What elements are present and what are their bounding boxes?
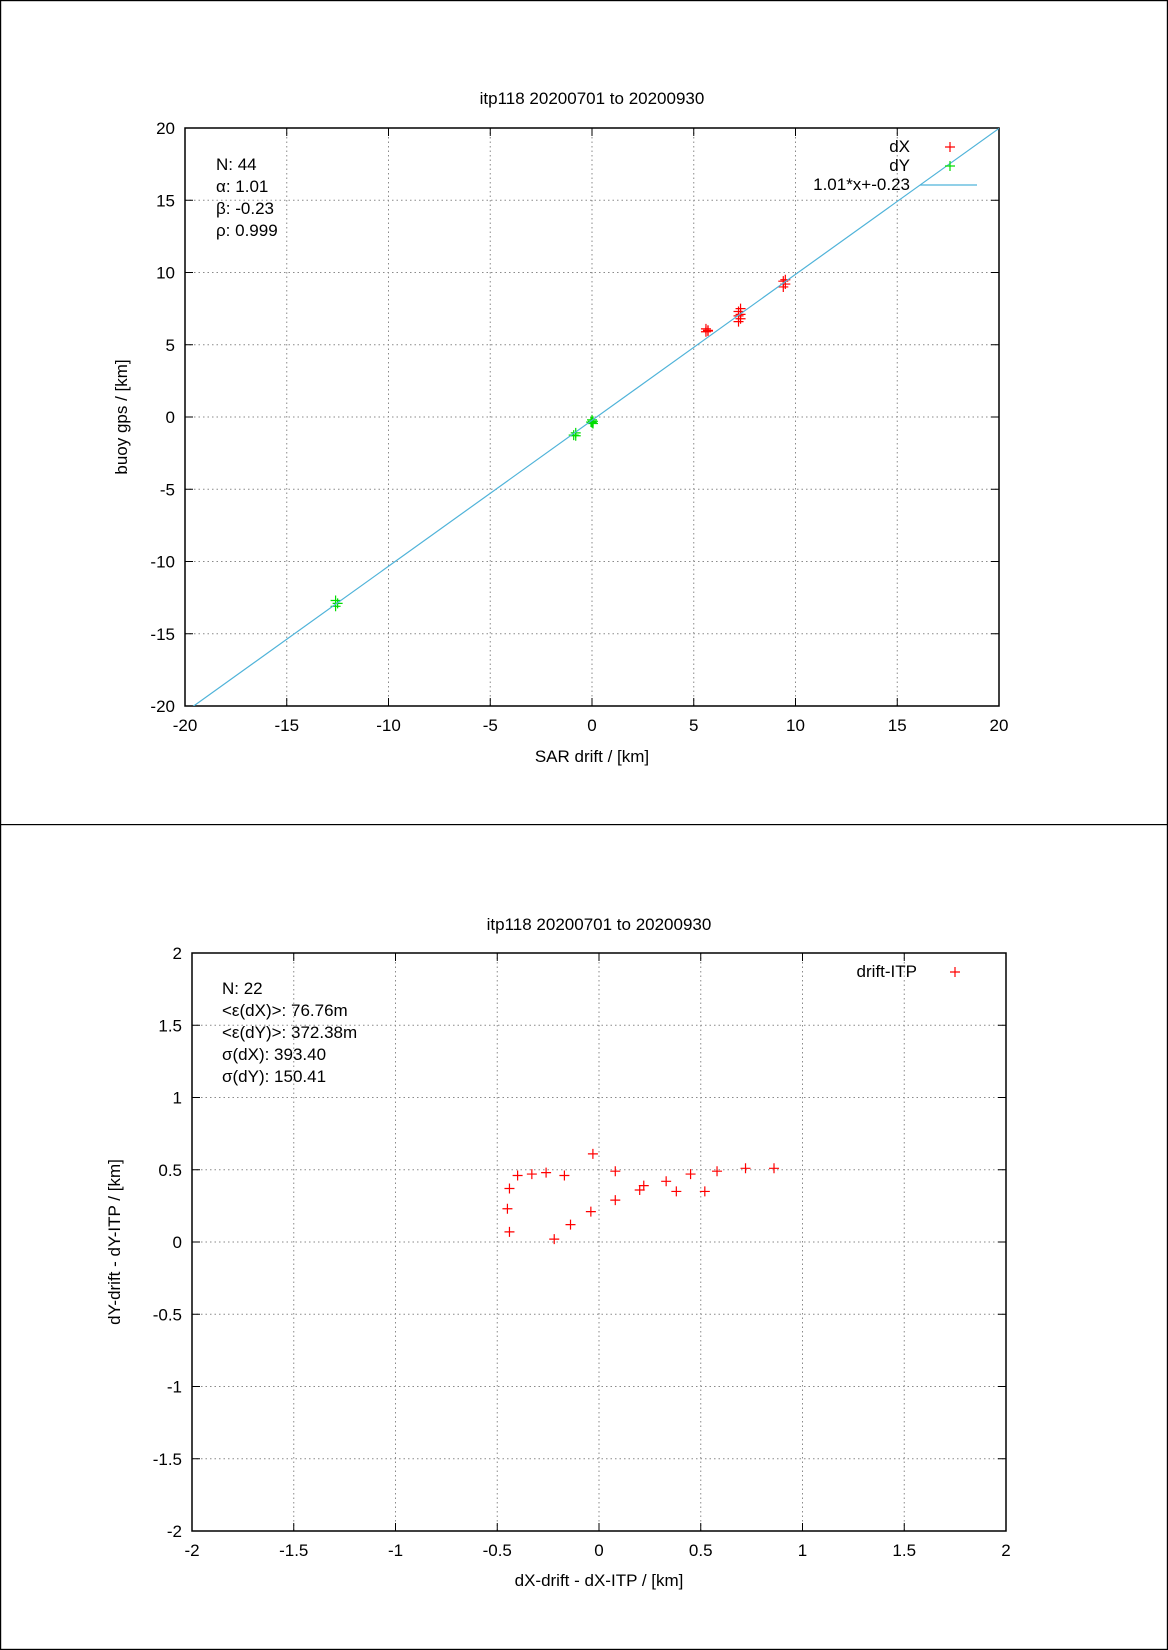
x-tick-label: -10	[376, 716, 401, 735]
y-tick-label: 1	[173, 1089, 182, 1108]
legend-label: dY	[889, 156, 910, 175]
y-tick-label: 5	[166, 336, 175, 355]
y-tick-label: -1.5	[153, 1450, 182, 1469]
data-point	[526, 1169, 537, 1180]
x-tick-label: 15	[888, 716, 907, 735]
data-point	[585, 417, 596, 428]
data-point	[585, 1206, 596, 1217]
data-point	[512, 1170, 523, 1181]
x-tick-label: -15	[274, 716, 299, 735]
legend-marker	[950, 967, 960, 977]
data-point	[702, 326, 713, 337]
data-point	[634, 1184, 645, 1195]
data-point	[610, 1195, 621, 1206]
x-axis-label: SAR drift / [km]	[535, 747, 649, 766]
legend-label: dX	[889, 137, 910, 156]
stat-line: σ(dY): 150.41	[222, 1067, 326, 1086]
y-tick-label: 20	[156, 119, 175, 138]
chart-title: itp118 20200701 to 20200930	[487, 915, 712, 934]
legend-label: drift-ITP	[857, 962, 917, 981]
x-tick-label: 0	[594, 1541, 603, 1560]
y-tick-label: 2	[173, 944, 182, 963]
stat-line: N: 22	[222, 979, 263, 998]
bottom-panel-border	[0, 823, 1168, 1650]
y-tick-label: -1	[167, 1378, 182, 1397]
legend-label: 1.01*x+-0.23	[813, 175, 910, 194]
plot-area	[192, 128, 999, 706]
x-tick-label: -5	[483, 716, 498, 735]
y-tick-label: -15	[150, 625, 175, 644]
y-tick-label: -10	[150, 553, 175, 572]
fit-line	[192, 128, 999, 706]
data-point	[740, 1163, 751, 1174]
x-tick-label: 10	[786, 716, 805, 735]
top-panel-border	[0, 0, 1168, 826]
data-point	[671, 1186, 682, 1197]
x-axis-label: dX-drift - dX-ITP / [km]	[515, 1571, 684, 1590]
chart-title: itp118 20200701 to 20200930	[480, 89, 705, 108]
x-tick-label: 2	[1001, 1541, 1010, 1560]
x-tick-label: 20	[990, 716, 1009, 735]
x-tick-label: -0.5	[483, 1541, 512, 1560]
stat-line: α: 1.01	[216, 177, 268, 196]
stat-line: σ(dX): 393.40	[222, 1045, 326, 1064]
plot-area	[502, 1148, 780, 1245]
x-tick-label: 1.5	[892, 1541, 916, 1560]
x-tick-label: -1.5	[279, 1541, 308, 1560]
data-point	[504, 1183, 515, 1194]
x-tick-label: -1	[388, 1541, 403, 1560]
y-axis-label: dY-drift - dY-ITP / [km]	[105, 1159, 124, 1325]
x-tick-label: 0.5	[689, 1541, 713, 1560]
data-point	[769, 1163, 780, 1174]
data-point	[504, 1226, 515, 1237]
data-point	[735, 303, 746, 314]
data-point	[699, 1186, 710, 1197]
y-tick-label: 0	[173, 1233, 182, 1252]
y-axis-label: buoy gps / [km]	[112, 359, 131, 474]
y-tick-label: 0.5	[158, 1161, 182, 1180]
data-point	[638, 1180, 649, 1191]
drift-difference-chart: -2 -1.5 -1 -0.5 0 0.5 1 1.5 2 -2 -1.5 -1 -0.5 0 0.5 1 1.…	[105, 915, 1011, 1590]
y-tick-label: 1.5	[158, 1016, 182, 1035]
data-point	[568, 430, 579, 441]
y-tick-label: -0.5	[153, 1305, 182, 1324]
data-point	[712, 1166, 723, 1177]
stat-line: β: -0.23	[216, 199, 274, 218]
y-tick-label: -2	[167, 1522, 182, 1541]
data-point	[610, 1166, 621, 1177]
data-point	[685, 1169, 696, 1180]
x-tick-label: 0	[587, 716, 596, 735]
legend-marker	[945, 161, 955, 171]
legend-marker	[945, 142, 955, 152]
y-tick-label: -5	[160, 480, 175, 499]
stat-line: <ε(dX)>: 76.76m	[222, 1001, 348, 1020]
data-point	[559, 1170, 570, 1181]
plot-frame	[184, 127, 1000, 707]
x-tick-label: 1	[798, 1541, 807, 1560]
plot-frame	[191, 952, 1007, 1532]
stat-line: ρ: 0.999	[216, 221, 278, 240]
data-point	[700, 323, 711, 334]
drift-comparison-chart: -20 -15 -10 -5 0 5 10 15 20 -20 -15 -10 -5 0 5 10 15 20 it…	[112, 89, 1008, 766]
x-tick-label: 5	[689, 716, 698, 735]
y-tick-label: 10	[156, 264, 175, 283]
data-point	[587, 1148, 598, 1159]
data-point	[549, 1234, 560, 1245]
stat-line: <ε(dY)>: 372.38m	[222, 1023, 357, 1042]
stat-line: N: 44	[216, 155, 257, 174]
x-tick-label: -2	[184, 1541, 199, 1560]
data-point	[661, 1176, 672, 1187]
y-tick-label: 15	[156, 191, 175, 210]
y-tick-label: 0	[166, 408, 175, 427]
data-point	[565, 1219, 576, 1230]
data-point	[502, 1203, 513, 1214]
data-point	[541, 1167, 552, 1178]
x-tick-label: -20	[173, 716, 198, 735]
y-tick-label: -20	[150, 697, 175, 716]
